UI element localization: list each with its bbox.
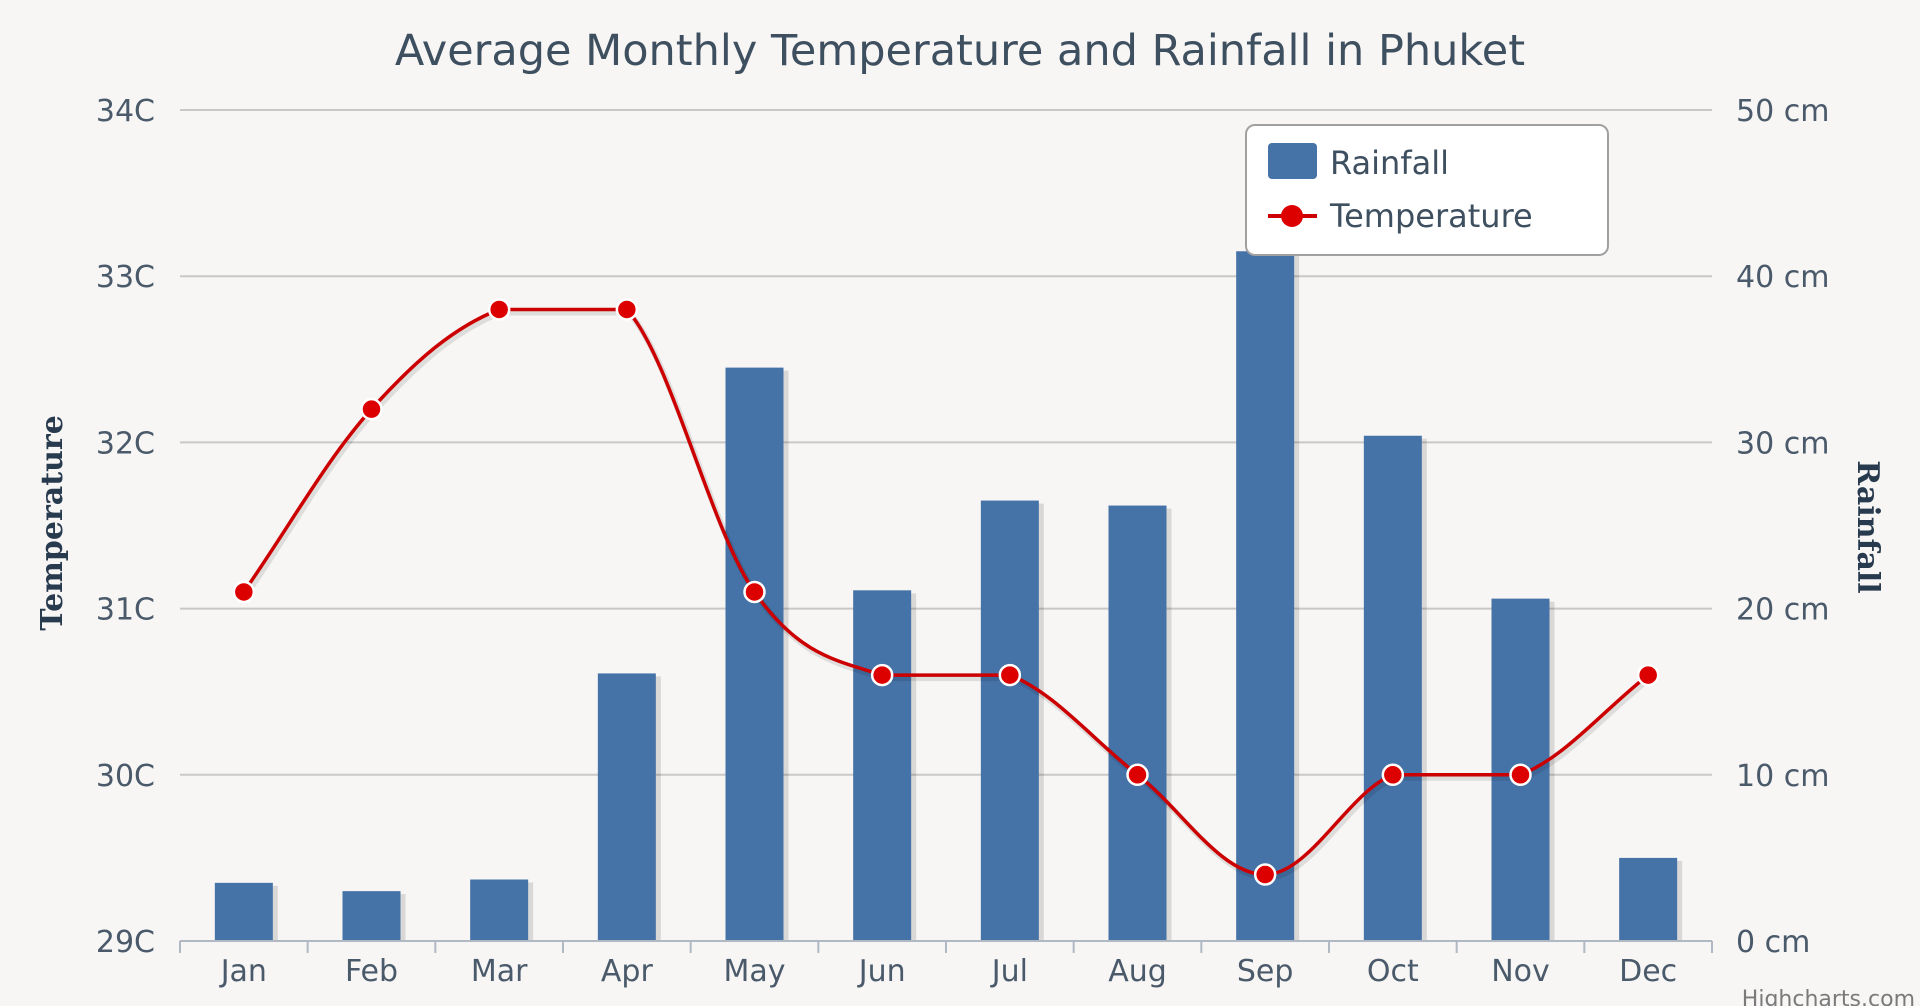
rainfall-bar: [725, 367, 784, 941]
temperature-point: [360, 397, 383, 421]
x-tick-label: May: [723, 954, 785, 989]
temperature-point: [743, 580, 766, 604]
temperature-point: [232, 580, 256, 604]
y-left-tick-label: 30C: [96, 759, 155, 794]
y-right-tick-label: 0 cm: [1736, 925, 1810, 960]
y-axis-left: 29C 30C 31C 32C 33C 34C: [96, 94, 155, 960]
x-tick-label: Jun: [857, 954, 906, 989]
y-right-tick-label: 40 cm: [1736, 260, 1829, 295]
y-axis-left-title: Temperature: [35, 415, 70, 631]
rainfall-bar: [597, 673, 656, 941]
x-tick-label: Dec: [1619, 954, 1677, 989]
y-right-tick-label: 10 cm: [1736, 759, 1829, 794]
temperature-point: [1509, 763, 1532, 787]
y-right-tick-label: 30 cm: [1736, 426, 1829, 461]
credits[interactable]: Highcharts.com: [1742, 987, 1915, 1006]
legend-box: [1245, 124, 1609, 256]
temperature-point: [870, 663, 894, 687]
rainfall-bar: [980, 500, 1039, 941]
legend-rainfall-label: Rainfall: [1330, 144, 1449, 182]
rainfall-bar: [1236, 251, 1295, 941]
temperature-point: [1253, 863, 1277, 886]
rainfall-bars: [214, 251, 1683, 941]
x-tick-label: Oct: [1367, 954, 1419, 989]
y-right-tick-label: 20 cm: [1736, 593, 1829, 628]
y-left-tick-label: 31C: [96, 593, 155, 628]
x-tick-label: Nov: [1491, 954, 1550, 989]
x-tick-label: Jul: [990, 954, 1028, 989]
rainfall-bar: [1108, 505, 1167, 941]
x-tick-label: Feb: [345, 954, 398, 989]
x-tick-label: Mar: [471, 954, 528, 989]
x-tick-label: Aug: [1108, 954, 1167, 989]
temperature-point: [998, 663, 1022, 687]
y-left-tick-label: 32C: [96, 426, 155, 461]
rainfall-bar: [214, 882, 273, 941]
temperature-line-shadow: [243, 309, 1653, 881]
rainfall-bar: [1363, 435, 1422, 941]
temperature-point: [1126, 763, 1149, 787]
temperature-point: [615, 298, 639, 321]
y-left-tick-label: 33C: [96, 260, 155, 295]
temperature-point: [1636, 663, 1660, 687]
y-left-tick-label: 29C: [96, 925, 155, 960]
legend-temperature-marker: [1281, 205, 1303, 227]
temperature-point: [487, 298, 511, 321]
temperature-point: [1381, 763, 1405, 787]
legend-temperature-label: Temperature: [1329, 197, 1533, 235]
rainfall-bar: [853, 590, 912, 941]
y-axis-right: 0 cm 10 cm 20 cm 30 cm 40 cm 50 cm: [1736, 94, 1829, 960]
legend-item-rainfall[interactable]: Rainfall: [1268, 143, 1449, 182]
rainfall-bar: [470, 879, 529, 941]
y-right-tick-label: 50 cm: [1736, 94, 1829, 129]
x-tick-label: Apr: [601, 954, 654, 989]
legend[interactable]: Rainfall Temperature: [1245, 124, 1609, 256]
y-axis-right-title: Rainfall: [1850, 460, 1885, 593]
legend-item-temperature[interactable]: Temperature: [1268, 197, 1533, 235]
temperature-line: [242, 307, 1650, 877]
y-left-tick-label: 34C: [96, 94, 155, 129]
legend-rainfall-swatch: [1268, 143, 1317, 179]
temperature-series: [232, 298, 1660, 886]
chart-title: Average Monthly Temperature and Rainfall…: [395, 26, 1525, 76]
x-tick-label: Jan: [219, 954, 267, 989]
x-axis: Jan Feb Mar Apr May Jun Jul Aug Sep Oct Nov Dec: [179, 940, 1713, 989]
rainfall-bar: [342, 891, 401, 941]
x-tick-label: Sep: [1237, 954, 1294, 989]
rainfall-bar: [1619, 857, 1678, 941]
